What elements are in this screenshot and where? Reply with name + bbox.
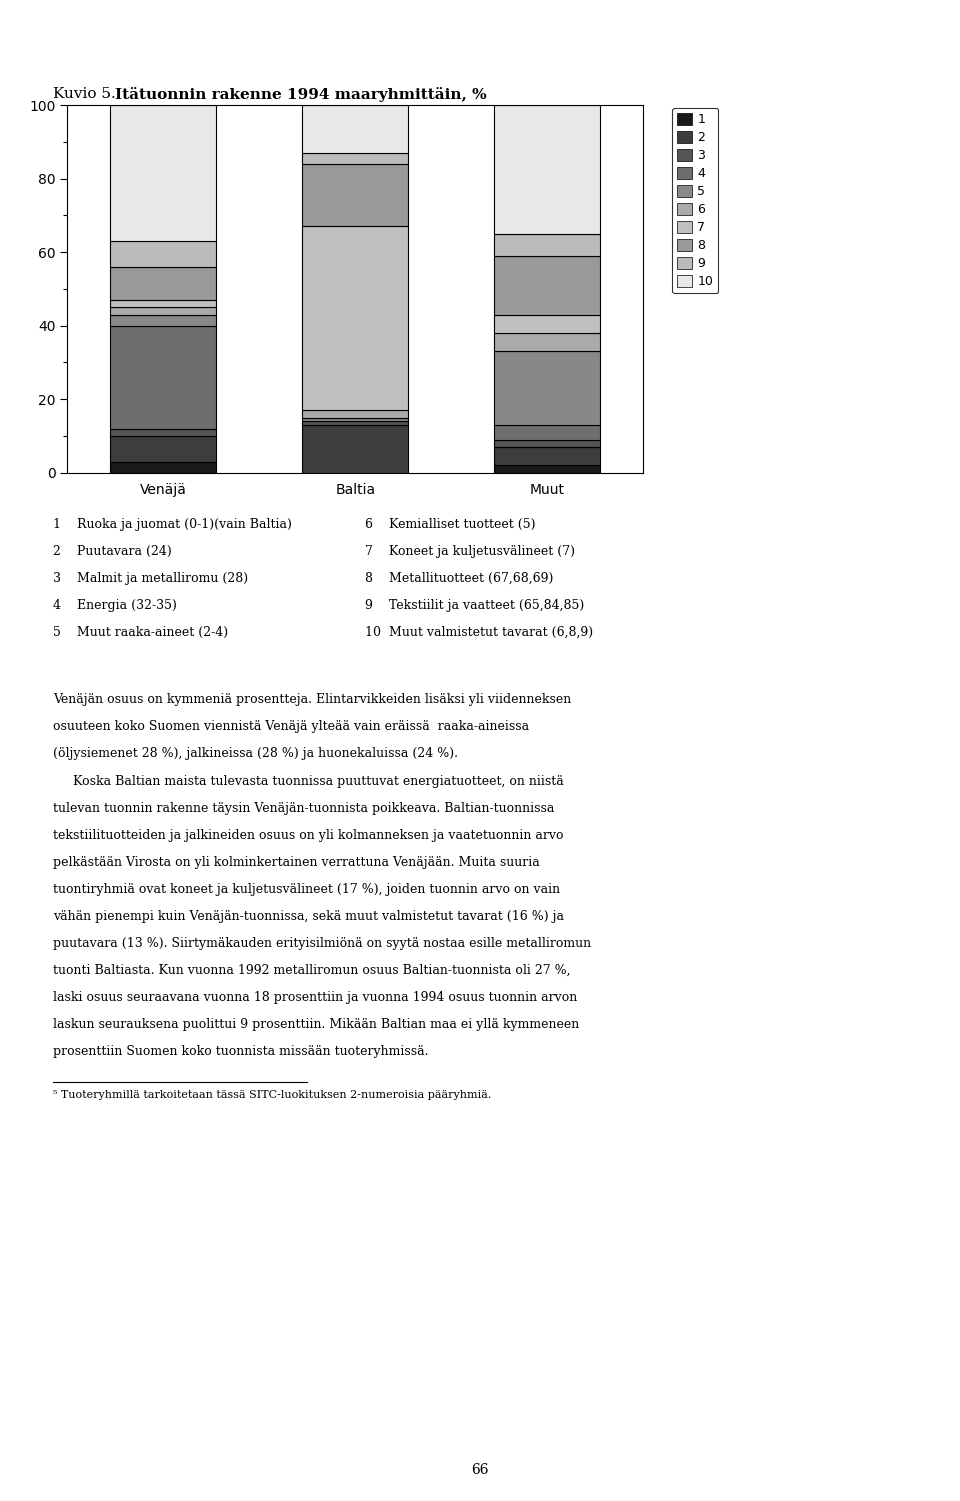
Text: vähän pienempi kuin Venäjän-tuonnissa, sekä muut valmistetut tavarat (16 %) ja: vähän pienempi kuin Venäjän-tuonnissa, s… [53,910,564,923]
Text: 66: 66 [471,1463,489,1477]
Text: 10  Muut valmistetut tavarat (6,8,9): 10 Muut valmistetut tavarat (6,8,9) [365,626,593,639]
Text: tulevan tuonnin rakenne täysin Venäjän-tuonnista poikkeava. Baltian-tuonnissa: tulevan tuonnin rakenne täysin Venäjän-t… [53,802,554,815]
Bar [302,164,408,227]
Bar [110,300,216,308]
Bar [110,462,216,473]
Text: tuonti Baltiasta. Kun vuonna 1992 metalliromun osuus Baltian-tuonnista oli 27 %,: tuonti Baltiasta. Kun vuonna 1992 metall… [53,964,570,977]
Bar [110,105,216,242]
Text: Itätuonnin rakenne 1994 maaryhmittäin, %: Itätuonnin rakenne 1994 maaryhmittäin, % [115,87,487,102]
Bar [494,465,600,473]
Text: 2    Puutavara (24): 2 Puutavara (24) [53,545,172,558]
Text: 7    Koneet ja kuljetusvälineet (7): 7 Koneet ja kuljetusvälineet (7) [365,545,575,558]
Text: puutavara (13 %). Siirtymäkauden erityisilmiönä on syytä nostaa esille metalliro: puutavara (13 %). Siirtymäkauden erityis… [53,937,591,950]
Bar [494,315,600,333]
Bar [302,425,408,473]
Text: Venäjän osuus on kymmeniä prosentteja. Elintarvikkeiden lisäksi yli viidenneksen: Venäjän osuus on kymmeniä prosentteja. E… [53,693,571,707]
Text: tuontiryhmiä ovat koneet ja kuljetusvälineet (17 %), joiden tuonnin arvo on vain: tuontiryhmiä ovat koneet ja kuljetusväli… [53,883,560,896]
Text: 9    Tekstiilit ja vaatteet (65,84,85): 9 Tekstiilit ja vaatteet (65,84,85) [365,599,584,612]
Text: ⁵ Tuoteryhmillä tarkoitetaan tässä SITC-luokituksen 2-numeroisia pääryhmiä.: ⁵ Tuoteryhmillä tarkoitetaan tässä SITC-… [53,1090,492,1100]
Text: (öljysiemenet 28 %), jalkineissa (28 %) ja huonekaluissa (24 %).: (öljysiemenet 28 %), jalkineissa (28 %) … [53,747,458,761]
Bar [302,105,408,153]
Text: osuuteen koko Suomen viennistä Venäjä ylteää vain eräissä  raaka-aineissa: osuuteen koko Suomen viennistä Venäjä yl… [53,720,529,734]
Bar [110,315,216,326]
Bar [494,447,600,465]
Bar [302,153,408,164]
Text: laski osuus seuraavana vuonna 18 prosenttiin ja vuonna 1994 osuus tuonnin arvon: laski osuus seuraavana vuonna 18 prosent… [53,991,577,1004]
Bar [110,267,216,300]
Text: 1    Ruoka ja juomat (0-1)(vain Baltia): 1 Ruoka ja juomat (0-1)(vain Baltia) [53,518,292,531]
Text: prosenttiin Suomen koko tuonnista missään tuoteryhmissä.: prosenttiin Suomen koko tuonnista missää… [53,1045,428,1058]
Text: Koska Baltian maista tulevasta tuonnissa puuttuvat energiatuotteet, on niistä: Koska Baltian maista tulevasta tuonnissa… [53,775,564,788]
Bar [302,422,408,425]
Bar [302,227,408,410]
Bar [494,255,600,315]
Text: 4    Energia (32-35): 4 Energia (32-35) [53,599,177,612]
Bar [110,242,216,267]
Bar [494,425,600,440]
Text: 5    Muut raaka-aineet (2-4): 5 Muut raaka-aineet (2-4) [53,626,228,639]
Text: tekstiilituotteiden ja jalkineiden osuus on yli kolmanneksen ja vaatetuonnin arv: tekstiilituotteiden ja jalkineiden osuus… [53,829,564,842]
Text: pelkästään Virosta on yli kolminkertainen verrattuna Venäjään. Muita suuria: pelkästään Virosta on yli kolminkertaine… [53,856,540,869]
Bar [494,440,600,447]
Bar [110,308,216,315]
Text: Kuvio 5.: Kuvio 5. [53,87,115,101]
Text: 8    Metallituotteet (67,68,69): 8 Metallituotteet (67,68,69) [365,572,553,585]
Bar [494,234,600,255]
Bar [110,429,216,435]
Bar [110,435,216,462]
Bar [494,105,600,234]
Bar [302,417,408,422]
Bar [494,333,600,351]
Text: 6    Kemialliset tuotteet (5): 6 Kemialliset tuotteet (5) [365,518,536,531]
Bar [494,351,600,425]
Bar [110,326,216,429]
Text: laskun seurauksena puolittui 9 prosenttiin. Mikään Baltian maa ei yllä kymmeneen: laskun seurauksena puolittui 9 prosentti… [53,1018,579,1031]
Bar [302,410,408,417]
Text: 3    Malmit ja metalliromu (28): 3 Malmit ja metalliromu (28) [53,572,248,585]
Legend: 1, 2, 3, 4, 5, 6, 7, 8, 9, 10: 1, 2, 3, 4, 5, 6, 7, 8, 9, 10 [673,108,718,293]
